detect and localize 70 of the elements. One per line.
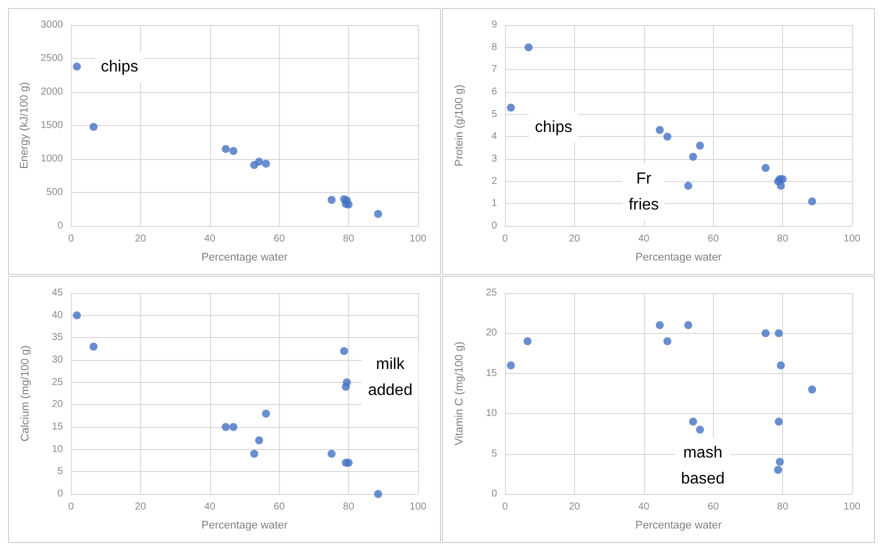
y-axis-title: Energy (kJ/100 g) (18, 82, 30, 169)
x-axis-title: Percentage water (201, 252, 288, 264)
x-tick-label: 0 (502, 234, 508, 244)
y-tick-label: 25 (52, 376, 64, 388)
y-tick-label: 5 (57, 466, 64, 478)
y-tick-label: 0 (57, 488, 64, 500)
y-axis-title: Vitamin C (mg/100 g) (454, 342, 466, 446)
x-tick-label: 60 (708, 234, 720, 244)
y-axis-title: Calcium (mg/100 g) (20, 346, 32, 442)
annotation: Fr fries (628, 170, 659, 214)
x-tick-label: 100 (844, 502, 861, 512)
y-tick-label: 8 (491, 42, 498, 53)
y-tick-label: 1000 (40, 154, 64, 164)
y-tick-label: 0 (57, 220, 64, 232)
x-tick-label: 60 (274, 502, 286, 512)
y-tick-label: 2500 (40, 53, 64, 64)
y-tick-label: 1 (491, 198, 498, 210)
y-tick-label: 25 (486, 288, 498, 298)
x-tick-label: 40 (204, 502, 216, 512)
y-tick-label: 0 (491, 220, 498, 232)
y-tick-label: 10 (486, 408, 498, 420)
x-tick-label: 40 (204, 234, 216, 244)
y-axis-title: Protein (g/100 g) (454, 84, 466, 166)
x-axis-title: Percentage water (635, 520, 722, 532)
x-tick-label: 100 (410, 502, 427, 512)
x-tick-label: 80 (777, 502, 789, 512)
y-tick-label: 6 (491, 86, 498, 98)
annotation: milk added (368, 356, 412, 399)
y-tick-label: 2000 (40, 86, 64, 98)
x-tick-label: 20 (134, 502, 146, 512)
y-tick-label: 3000 (40, 20, 64, 30)
y-tick-label: 500 (46, 187, 64, 198)
x-tick-label: 20 (568, 502, 580, 512)
x-tick-label: 80 (777, 234, 789, 244)
y-tick-label: 10 (52, 444, 64, 455)
y-tick-label: 40 (52, 310, 64, 321)
y-tick-label: 3 (491, 154, 498, 164)
x-axis-title: Percentage water (635, 252, 722, 264)
y-tick-label: 5 (491, 448, 498, 460)
x-tick-label: 60 (274, 234, 286, 244)
y-tick-label: 35 (52, 332, 64, 344)
y-tick-label: 1500 (40, 120, 64, 131)
y-tick-label: 9 (491, 20, 498, 30)
annotation: mash based (680, 444, 725, 488)
y-tick-label: 4 (491, 131, 498, 142)
x-tick-label: 80 (343, 234, 355, 244)
x-axis-title: Percentage water (201, 520, 288, 532)
x-tick-label: 20 (568, 234, 580, 244)
y-tick-label: 15 (52, 422, 64, 432)
x-tick-label: 100 (410, 234, 427, 244)
x-tick-label: 0 (68, 502, 74, 512)
y-tick-label: 2 (491, 176, 498, 187)
y-tick-label: 20 (52, 399, 64, 410)
y-tick-label: 7 (491, 64, 498, 76)
x-tick-label: 40 (638, 234, 650, 244)
y-tick-label: 0 (491, 488, 498, 500)
x-tick-label: 0 (502, 502, 508, 512)
y-tick-label: 30 (52, 354, 64, 366)
y-tick-label: 15 (486, 368, 498, 379)
y-tick-label: 20 (486, 328, 498, 339)
x-tick-label: 100 (844, 234, 861, 244)
y-tick-label: 5 (491, 108, 498, 120)
x-tick-label: 0 (68, 234, 74, 244)
y-tick-label: 45 (52, 288, 64, 298)
annotation: chips (100, 58, 138, 76)
annotation: chips (534, 119, 572, 136)
x-tick-label: 20 (134, 234, 146, 244)
x-tick-label: 60 (708, 502, 720, 512)
x-tick-label: 40 (638, 502, 650, 512)
x-tick-label: 80 (343, 502, 355, 512)
